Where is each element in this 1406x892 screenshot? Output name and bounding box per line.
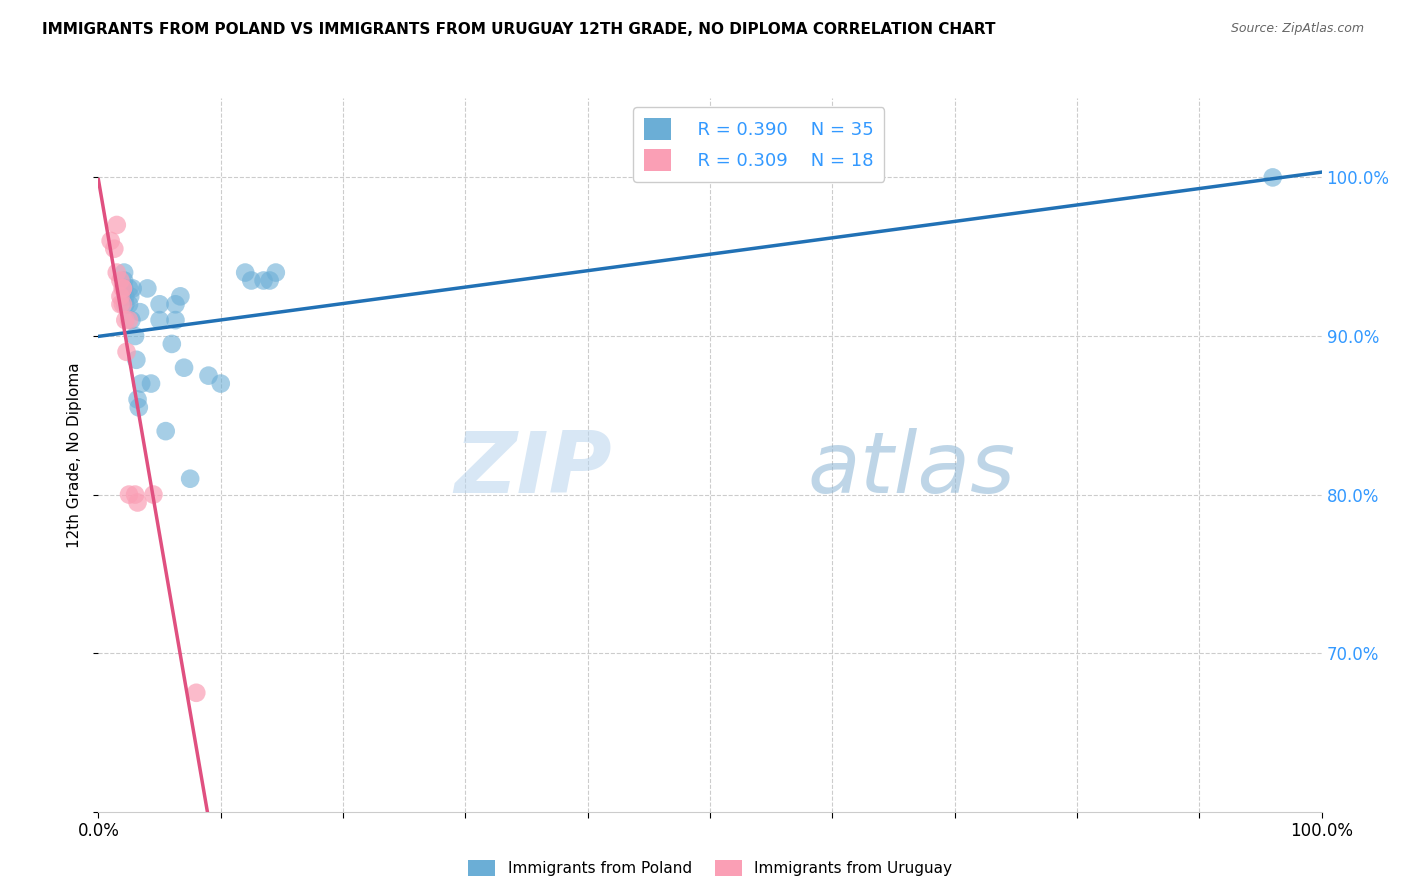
Point [173, 360, 195, 375]
Point [105, 218, 128, 232]
Point [149, 297, 172, 311]
Point [115, 344, 138, 359]
Point [111, 281, 134, 295]
Point [114, 313, 136, 327]
Point [120, 313, 142, 327]
Point [114, 289, 136, 303]
Text: Source: ZipAtlas.com: Source: ZipAtlas.com [1230, 22, 1364, 36]
Point [128, 401, 150, 415]
Point [149, 313, 172, 327]
Point [1261, 170, 1284, 185]
Point [160, 337, 183, 351]
Point [118, 281, 141, 295]
Point [118, 313, 141, 327]
Point [110, 289, 132, 303]
Point [125, 352, 148, 367]
Point [252, 273, 274, 287]
Y-axis label: 12th Grade, No Diploma: 12th Grade, No Diploma [67, 362, 83, 548]
Point [186, 686, 208, 700]
Point [103, 242, 125, 256]
Point [100, 234, 122, 248]
Point [110, 273, 132, 287]
Point [124, 487, 146, 501]
Point [264, 266, 287, 280]
Point [209, 376, 232, 391]
Point [105, 266, 128, 280]
Text: atlas: atlas [808, 427, 1017, 511]
Point [118, 297, 141, 311]
Point [155, 424, 177, 438]
Point [165, 313, 187, 327]
Point [233, 266, 256, 280]
Point [169, 289, 191, 303]
Point [120, 289, 142, 303]
Point [259, 273, 281, 287]
Legend: Immigrants from Poland, Immigrants from Uruguay: Immigrants from Poland, Immigrants from … [461, 855, 959, 882]
Point [111, 297, 134, 311]
Point [197, 368, 219, 383]
Text: ZIP: ZIP [454, 427, 612, 511]
Point [121, 281, 143, 295]
Point [142, 487, 165, 501]
Point [136, 281, 159, 295]
Point [129, 305, 152, 319]
Point [127, 495, 149, 509]
Point [110, 297, 132, 311]
Point [114, 297, 136, 311]
Point [112, 281, 135, 295]
Point [118, 487, 141, 501]
Point [139, 376, 162, 391]
Point [240, 273, 263, 287]
Point [111, 281, 134, 295]
Point [127, 392, 149, 407]
Point [165, 297, 187, 311]
Point [112, 266, 135, 280]
Point [124, 329, 146, 343]
Point [179, 472, 201, 486]
Point [112, 273, 135, 287]
Point [129, 376, 152, 391]
Text: IMMIGRANTS FROM POLAND VS IMMIGRANTS FROM URUGUAY 12TH GRADE, NO DIPLOMA CORRELA: IMMIGRANTS FROM POLAND VS IMMIGRANTS FRO… [42, 22, 995, 37]
